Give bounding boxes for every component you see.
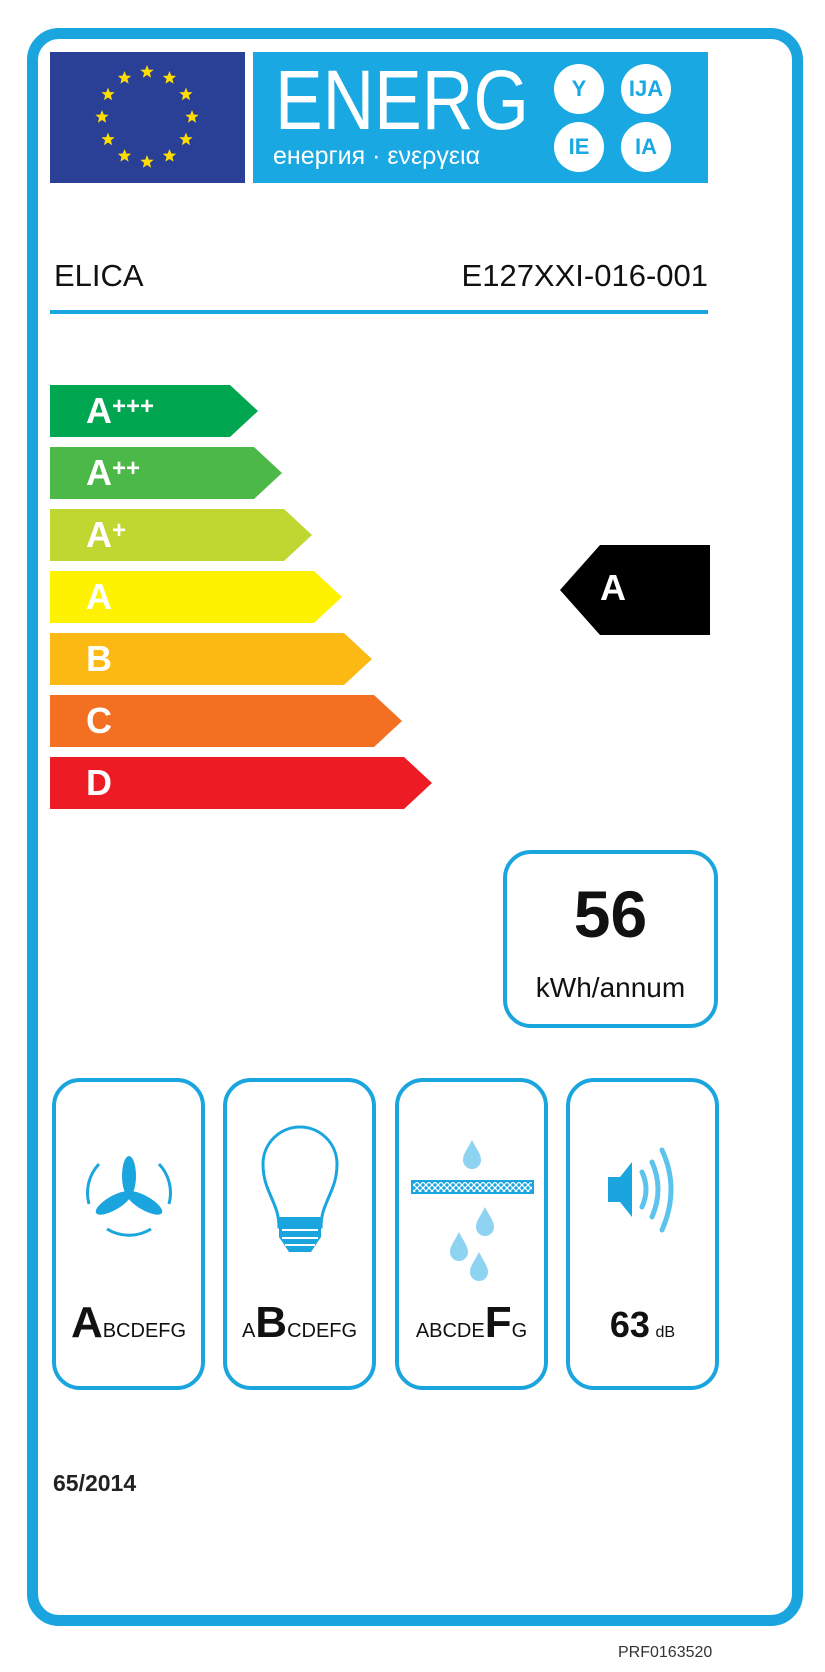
other-classes: ABCDE bbox=[415, 1320, 485, 1342]
bar-label: A bbox=[86, 575, 112, 619]
noise-box: 63 dB bbox=[566, 1078, 719, 1390]
reference-code: PRF0163520 bbox=[618, 1644, 713, 1661]
light-bulb-icon bbox=[261, 1125, 339, 1252]
annual-consumption-box: 56 kWh/annum bbox=[503, 850, 718, 1028]
lang-suffix: IA bbox=[621, 122, 671, 172]
lang-suffix: Y bbox=[554, 64, 604, 114]
bar-label: A+++ bbox=[86, 389, 154, 433]
bar-class: A bbox=[86, 514, 112, 555]
star-icon bbox=[117, 149, 132, 162]
class-scale: ABCDEFG bbox=[399, 1298, 544, 1348]
bar-arrow bbox=[50, 695, 402, 747]
bar-arrow bbox=[50, 385, 258, 437]
other-classes: A bbox=[241, 1320, 256, 1342]
bar-class: A bbox=[86, 576, 112, 617]
class-scale: ABCDEFG bbox=[227, 1298, 372, 1348]
efficiency-bar-A0: A bbox=[50, 571, 342, 623]
other-classes: CDEFG bbox=[287, 1320, 358, 1342]
bar-arrow bbox=[50, 633, 372, 685]
other-classes: BCDEFG bbox=[102, 1320, 187, 1342]
bar-class: B bbox=[86, 638, 112, 679]
star-icon bbox=[162, 149, 177, 162]
bar-arrow bbox=[50, 571, 342, 623]
bar-arrow bbox=[50, 509, 312, 561]
lighting-efficiency-box: ABCDEFG bbox=[223, 1078, 376, 1390]
star-icon bbox=[179, 87, 193, 101]
noise-level: 63 dB bbox=[570, 1304, 715, 1346]
energy-class-indicator: A bbox=[560, 545, 710, 635]
grease-filter-icon bbox=[411, 1140, 534, 1281]
bar-class: A bbox=[86, 452, 112, 493]
efficiency-bar-C0: C bbox=[50, 695, 402, 747]
grease-filtering-efficiency-box: ABCDEFG bbox=[395, 1078, 548, 1390]
lang-suffix: IJA bbox=[621, 64, 671, 114]
bar-arrow bbox=[50, 757, 432, 809]
selected-class: F bbox=[484, 1298, 512, 1347]
bar-label: C bbox=[86, 699, 112, 743]
fan-icon bbox=[86, 1156, 172, 1237]
bar-label: A+ bbox=[86, 513, 126, 557]
other-classes: G bbox=[511, 1320, 528, 1342]
star-icon bbox=[140, 155, 154, 168]
supplier-name: ELICA bbox=[54, 258, 144, 293]
bar-plus: +++ bbox=[112, 393, 155, 420]
efficiency-bar-A2: A++ bbox=[50, 447, 282, 499]
divider bbox=[50, 310, 708, 314]
star-icon bbox=[101, 87, 115, 101]
efficiency-bar-A3: A+++ bbox=[50, 385, 258, 437]
bar-plus: + bbox=[112, 517, 127, 544]
fluid-dynamic-efficiency-box: ABCDEFG bbox=[52, 1078, 205, 1390]
star-icon bbox=[179, 132, 193, 146]
indicator-arrow bbox=[560, 545, 710, 635]
eu-flag-icon bbox=[50, 52, 245, 183]
bar-plus: ++ bbox=[112, 455, 141, 482]
bar-label: D bbox=[86, 761, 112, 805]
bar-label: A++ bbox=[86, 451, 140, 495]
noise-unit: dB bbox=[655, 1324, 676, 1341]
star-icon bbox=[117, 71, 132, 84]
selected-class: B bbox=[255, 1298, 288, 1347]
bar-label: B bbox=[86, 637, 112, 681]
bar-class: C bbox=[86, 700, 112, 741]
star-icon bbox=[140, 65, 154, 78]
star-icon bbox=[101, 132, 115, 146]
bar-class: A bbox=[86, 390, 112, 431]
bar-class: D bbox=[86, 762, 112, 803]
star-icon bbox=[95, 110, 109, 123]
efficiency-bar-B0: B bbox=[50, 633, 372, 685]
efficiency-bar-D0: D bbox=[50, 757, 432, 809]
eu-flag-stars bbox=[95, 65, 199, 168]
label-frame bbox=[27, 28, 803, 1626]
consumption-value: 56 bbox=[573, 877, 648, 951]
speaker-noise-icon bbox=[608, 1147, 674, 1233]
energy-title: ENERG bbox=[275, 53, 529, 147]
energy-subtitle: енергия · ενεργεια bbox=[273, 142, 481, 170]
regulation-number: 65/2014 bbox=[53, 1470, 137, 1496]
consumption-unit: kWh/annum bbox=[535, 972, 686, 1003]
efficiency-bar-A1: A+ bbox=[50, 509, 312, 561]
bar-arrow bbox=[50, 447, 282, 499]
lang-suffix: IE bbox=[554, 122, 604, 172]
energy-class-value: A bbox=[600, 567, 626, 608]
class-scale: ABCDEFG bbox=[56, 1298, 201, 1348]
star-icon bbox=[185, 110, 199, 123]
energy-banner: ENERG енергия · ενεργεια Y IJA IE IA bbox=[253, 52, 708, 183]
noise-value: 63 bbox=[609, 1304, 650, 1345]
model-identifier: E127XXI-016-001 bbox=[461, 258, 708, 293]
star-icon bbox=[162, 71, 177, 84]
selected-class: A bbox=[70, 1298, 103, 1347]
